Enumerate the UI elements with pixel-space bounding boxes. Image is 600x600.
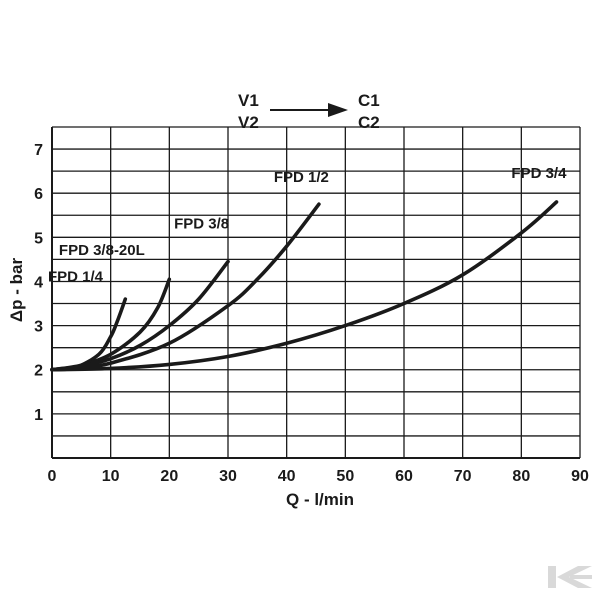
series-labels: FPD 1/4 FPD 3/8-20L FPD 3/8 FPD 1/2 FPD 3/4: [48, 165, 567, 286]
x-axis-label: Q - l/min: [286, 490, 354, 509]
series-label: FPD 3/8-20L: [59, 242, 145, 259]
x-tick-label: 10: [102, 468, 120, 485]
x-tick-label: 20: [160, 468, 178, 485]
flow-from-2: V2: [238, 113, 259, 132]
series-line-fpd-1-2: [50, 202, 321, 372]
y-tick-label: 5: [34, 230, 43, 247]
x-tick-label: 0: [48, 468, 57, 485]
series-label: FPD 3/8: [174, 216, 229, 233]
y-tick-label: 4: [34, 274, 43, 291]
y-tick-label: 7: [34, 142, 43, 159]
x-tick-label: 50: [336, 468, 354, 485]
x-tick-label: 70: [454, 468, 472, 485]
flow-diagram: V1 V2 C1 C2: [238, 91, 380, 132]
y-tick-label: 1: [34, 407, 43, 424]
tick-labels: 0 10 20 30 40 50 60 70 80 90 1 2 3 4 5 6 7: [34, 142, 589, 485]
series-label: FPD 1/4: [48, 268, 104, 285]
flow-arrow-head-icon: [328, 103, 348, 117]
k-logo-icon: [548, 566, 592, 588]
y-tick-label: 3: [34, 319, 43, 336]
x-tick-label: 80: [512, 468, 530, 485]
y-tick-label: 6: [34, 186, 43, 203]
x-tick-label: 60: [395, 468, 413, 485]
series-line-fpd-3-4: [50, 200, 559, 372]
flow-to-2: C2: [358, 113, 380, 132]
flow-to-1: C1: [358, 91, 380, 110]
flow-from-1: V1: [238, 91, 259, 110]
series-label: FPD 1/2: [274, 169, 329, 186]
x-tick-label: 40: [278, 468, 296, 485]
y-tick-label: 2: [34, 363, 43, 380]
x-tick-label: 90: [571, 468, 589, 485]
curves: [50, 200, 559, 372]
grid: [51, 126, 581, 459]
x-tick-label: 30: [219, 468, 237, 485]
series-label: FPD 3/4: [511, 165, 567, 182]
y-axis-label: Δp - bar: [7, 258, 26, 323]
